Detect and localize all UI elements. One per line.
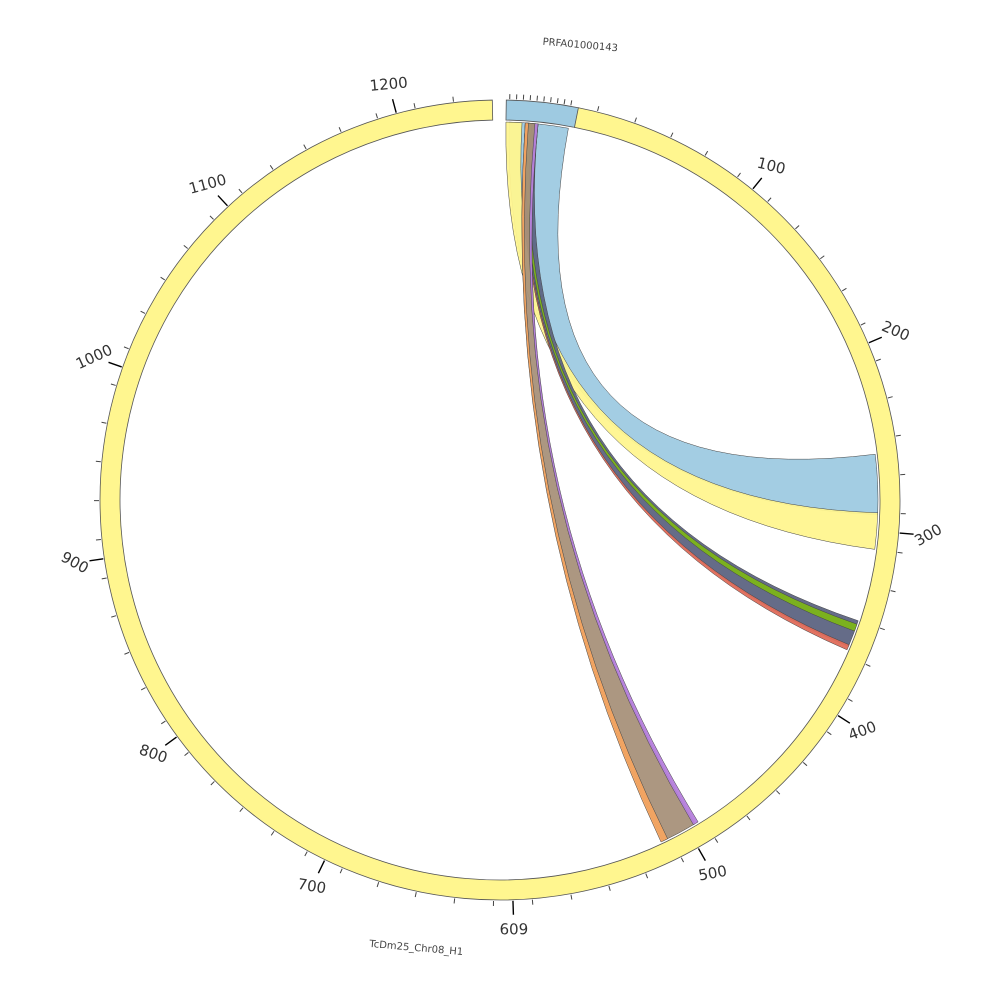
- tick-minor: [563, 99, 566, 105]
- tick-minor: [269, 164, 274, 170]
- tick-major: [108, 361, 122, 368]
- tick-minor: [413, 103, 416, 109]
- tick-minor: [124, 651, 130, 655]
- tick-minor: [826, 731, 832, 736]
- tick-label: 609: [499, 920, 528, 938]
- tick-minor: [841, 287, 847, 292]
- tick-major: [868, 336, 883, 344]
- tick-major: [837, 715, 851, 724]
- tick-minor: [847, 698, 853, 702]
- segment-label-prfa: PRFA01000143: [542, 37, 618, 55]
- tick-minor: [887, 396, 893, 399]
- tick-minor: [775, 790, 781, 795]
- tick-minor: [704, 150, 709, 156]
- tick-minor: [670, 132, 674, 138]
- tick-minor: [184, 752, 189, 756]
- tick-minor: [895, 434, 901, 437]
- tick-minor: [608, 885, 611, 891]
- tick-minor: [570, 894, 573, 900]
- tick-minor: [556, 98, 559, 104]
- tick-minor: [767, 197, 772, 202]
- tick-minor: [875, 358, 881, 362]
- tick-minor: [209, 215, 214, 220]
- tick-major: [391, 98, 397, 113]
- tick-minor: [737, 172, 741, 178]
- tick-minor: [897, 551, 903, 554]
- tick-minor: [376, 882, 380, 888]
- tick-major: [317, 860, 326, 874]
- tick-minor: [570, 100, 573, 106]
- tick-minor: [160, 720, 166, 725]
- tick-major: [752, 177, 763, 190]
- tick-label: 300: [911, 520, 945, 550]
- link-green: [526, 122, 858, 632]
- tick-minor: [123, 346, 129, 350]
- tick-minor: [210, 781, 215, 786]
- tick-minor: [453, 898, 456, 904]
- tick-minor: [860, 322, 866, 326]
- tick-minor: [101, 577, 107, 580]
- tick-minor: [802, 762, 808, 767]
- tick-label: 1000: [73, 341, 115, 373]
- tick-minor: [820, 255, 825, 260]
- tick-major: [899, 532, 914, 535]
- tick-minor: [140, 687, 146, 691]
- tick-minor: [714, 838, 719, 843]
- tick-minor: [550, 97, 552, 103]
- tick-minor: [865, 663, 871, 667]
- link-orange: [521, 122, 668, 843]
- segment-chr08: [99, 99, 901, 901]
- segments-layer: [99, 99, 901, 901]
- tick-label: 500: [697, 862, 728, 885]
- tick-minor: [160, 276, 166, 281]
- tick-minor: [239, 807, 244, 812]
- segment-label-chr08: TcDm25_Chr08_H1: [368, 939, 464, 958]
- tick-minor: [543, 96, 545, 102]
- tick-label: 1200: [369, 73, 409, 94]
- tick-minor: [634, 117, 637, 123]
- tick-label: 800: [137, 741, 170, 767]
- tick-minor: [890, 590, 896, 593]
- tick-minor: [414, 892, 417, 898]
- tick-minor: [879, 627, 885, 631]
- link-violet: [529, 123, 699, 826]
- tick-label: 900: [58, 548, 92, 577]
- tick-minor: [183, 244, 188, 249]
- link-blue-main: [508, 121, 879, 515]
- tick-minor: [338, 127, 342, 133]
- tick-major: [217, 195, 228, 207]
- tick-minor: [452, 96, 454, 102]
- tick-major: [697, 848, 706, 861]
- tick-minor: [101, 421, 107, 424]
- tick-minor: [238, 188, 243, 194]
- tick-label: 700: [296, 875, 327, 897]
- tick-label: 1100: [187, 170, 229, 197]
- tick-major: [89, 558, 104, 562]
- tick-minor: [303, 144, 307, 150]
- tick-minor: [110, 383, 116, 386]
- tick-minor: [111, 615, 117, 618]
- tick-minor: [597, 106, 600, 112]
- tick-minor: [795, 225, 800, 230]
- tick-minor: [645, 873, 649, 879]
- tick-label: 200: [879, 317, 912, 345]
- tick-minor: [270, 830, 275, 836]
- tick-minor: [746, 815, 751, 821]
- tick-label: 400: [846, 717, 879, 744]
- tick-minor: [680, 857, 685, 863]
- tick-minor: [140, 310, 146, 314]
- tick-minor: [339, 868, 343, 874]
- tick-minor: [304, 851, 308, 857]
- links-layer: [505, 121, 879, 843]
- tick-minor: [375, 113, 378, 119]
- tick-label: 100: [755, 154, 787, 178]
- tick-major: [164, 736, 177, 746]
